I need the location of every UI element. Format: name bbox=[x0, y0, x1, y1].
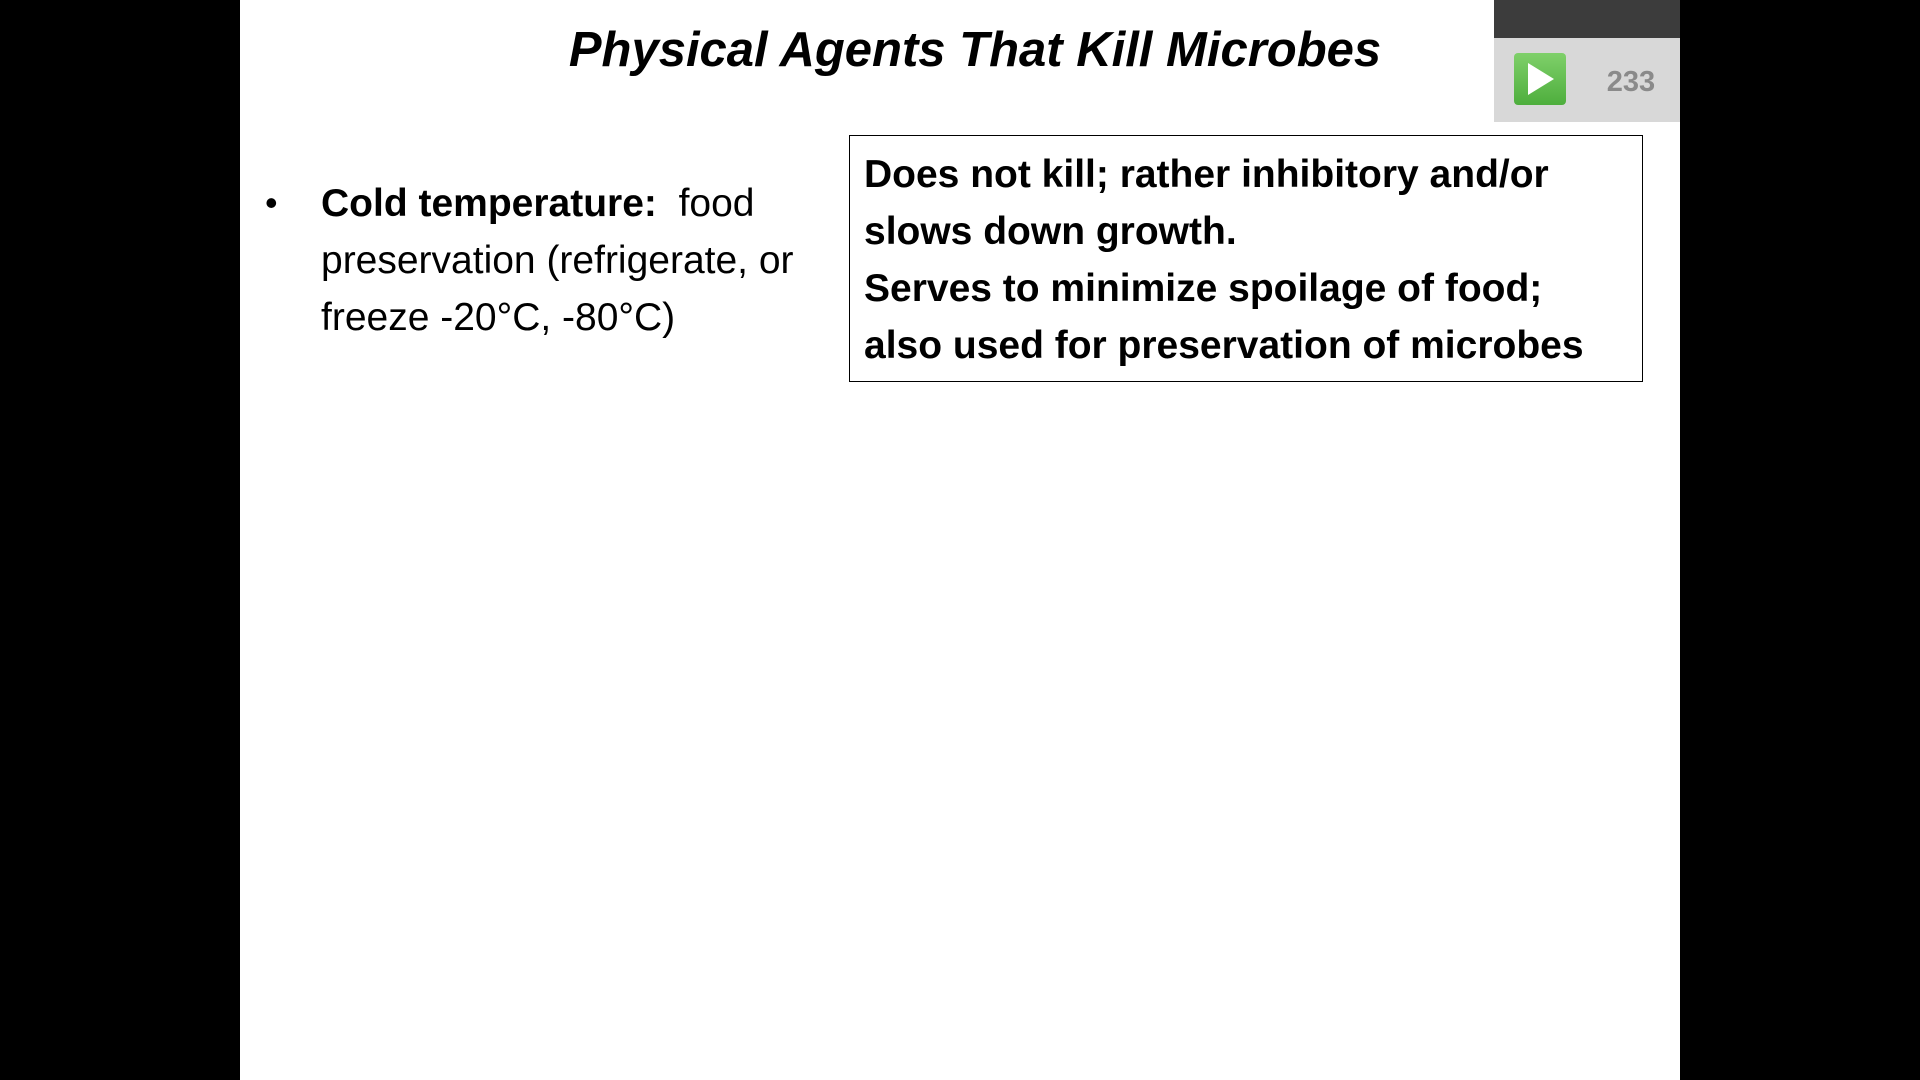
slide-title: Physical Agents That Kill Microbes bbox=[568, 23, 1382, 77]
player-widget: 233 bbox=[1494, 0, 1680, 122]
note-line: slows down growth. bbox=[864, 210, 1237, 253]
view-count: 233 bbox=[1606, 66, 1656, 98]
bullet-marker: • bbox=[265, 182, 278, 223]
note-box: Does not kill; rather inhibitory and/or … bbox=[849, 135, 1643, 382]
note-line: also used for preservation of microbes bbox=[864, 324, 1584, 367]
note-line: Serves to minimize spoilage of food; bbox=[864, 267, 1543, 310]
bullet-item-cold-temperature: Cold temperature: food preservation (ref… bbox=[321, 175, 821, 346]
play-icon bbox=[1528, 63, 1554, 95]
play-button[interactable] bbox=[1514, 53, 1566, 105]
bullet-term: Cold temperature: bbox=[321, 182, 657, 225]
player-top-bar bbox=[1494, 0, 1680, 38]
slide: Physical Agents That Kill Microbes • Col… bbox=[240, 0, 1680, 1080]
note-line: Does not kill; rather inhibitory and/or bbox=[864, 153, 1549, 196]
bullet-description: food preservation (refrigerate, or freez… bbox=[321, 182, 794, 339]
